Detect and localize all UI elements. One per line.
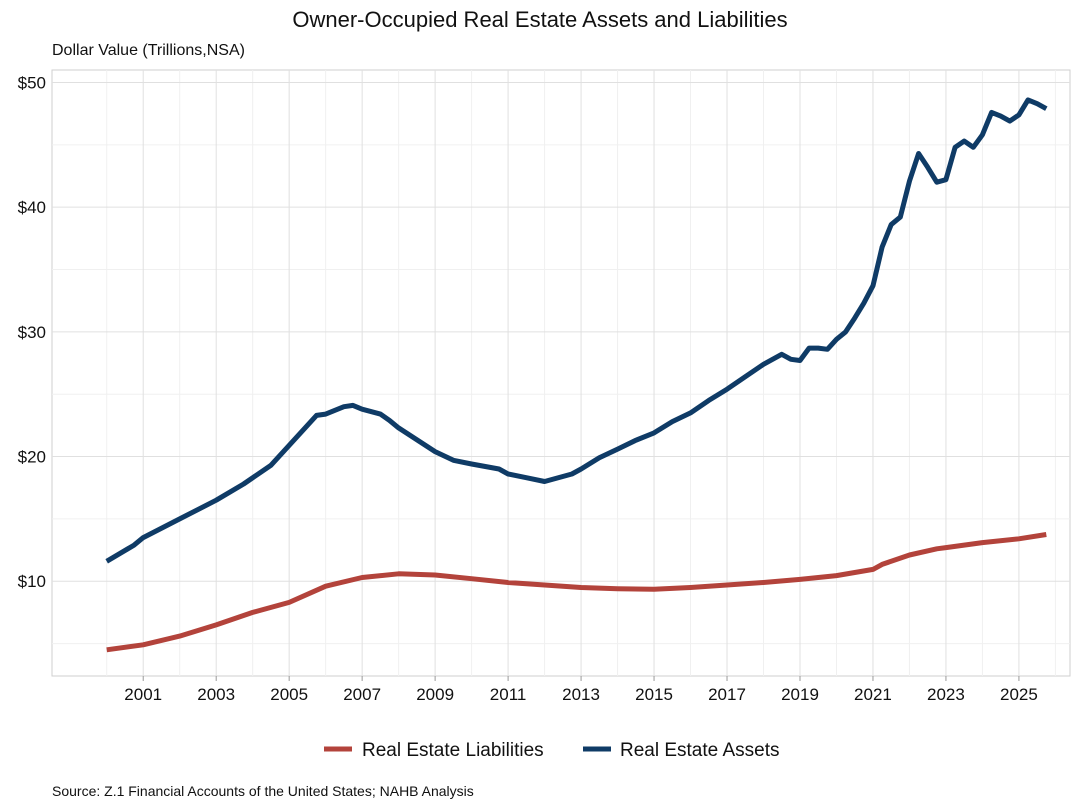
y-tick-label: $30 <box>18 323 46 342</box>
x-tick-label: 2011 <box>490 685 527 704</box>
legend-label-assets: Real Estate Assets <box>620 740 779 761</box>
x-tick-label: 2023 <box>927 685 965 704</box>
series-line-liabilities <box>106 532 1047 653</box>
x-tick-label: 2015 <box>635 685 673 704</box>
y-tick-label: $10 <box>18 572 46 591</box>
y-axis-label: Dollar Value (Trillions,NSA) <box>52 42 245 59</box>
x-tick-label: 2001 <box>124 685 162 704</box>
x-tick-label: 2017 <box>708 685 746 704</box>
x-tick-label: 2013 <box>562 685 600 704</box>
x-axis-ticks: 2001 2003 2005 2007 2009 2011 2013 2015 2017 2019… <box>124 676 1038 704</box>
chart-title: Owner-Occupied Real Estate Assets and Li… <box>292 7 787 32</box>
series-lines <box>105 97 1048 653</box>
x-tick-label: 2007 <box>343 685 381 704</box>
y-tick-label: $50 <box>18 73 46 92</box>
x-tick-label: 2005 <box>270 685 308 704</box>
x-tick-label: 2003 <box>197 685 235 704</box>
x-tick-label: 2025 <box>1000 685 1038 704</box>
x-tick-label: 2009 <box>416 685 454 704</box>
series-line-assets <box>105 97 1048 564</box>
source-note: Source: Z.1 Financial Accounts of the Un… <box>52 783 474 799</box>
x-tick-label: 2021 <box>854 685 892 704</box>
legend: Real Estate Liabilities Real Estate Asse… <box>324 740 779 761</box>
gridlines <box>52 70 1070 676</box>
x-tick-label: 2019 <box>781 685 819 704</box>
y-tick-label: $40 <box>18 198 46 217</box>
y-tick-label: $20 <box>18 448 46 467</box>
plot-area <box>51 69 1071 677</box>
legend-label-liabilities: Real Estate Liabilities <box>362 740 544 761</box>
y-axis-ticks: $10 $20 $30 $40 $50 <box>18 73 46 591</box>
